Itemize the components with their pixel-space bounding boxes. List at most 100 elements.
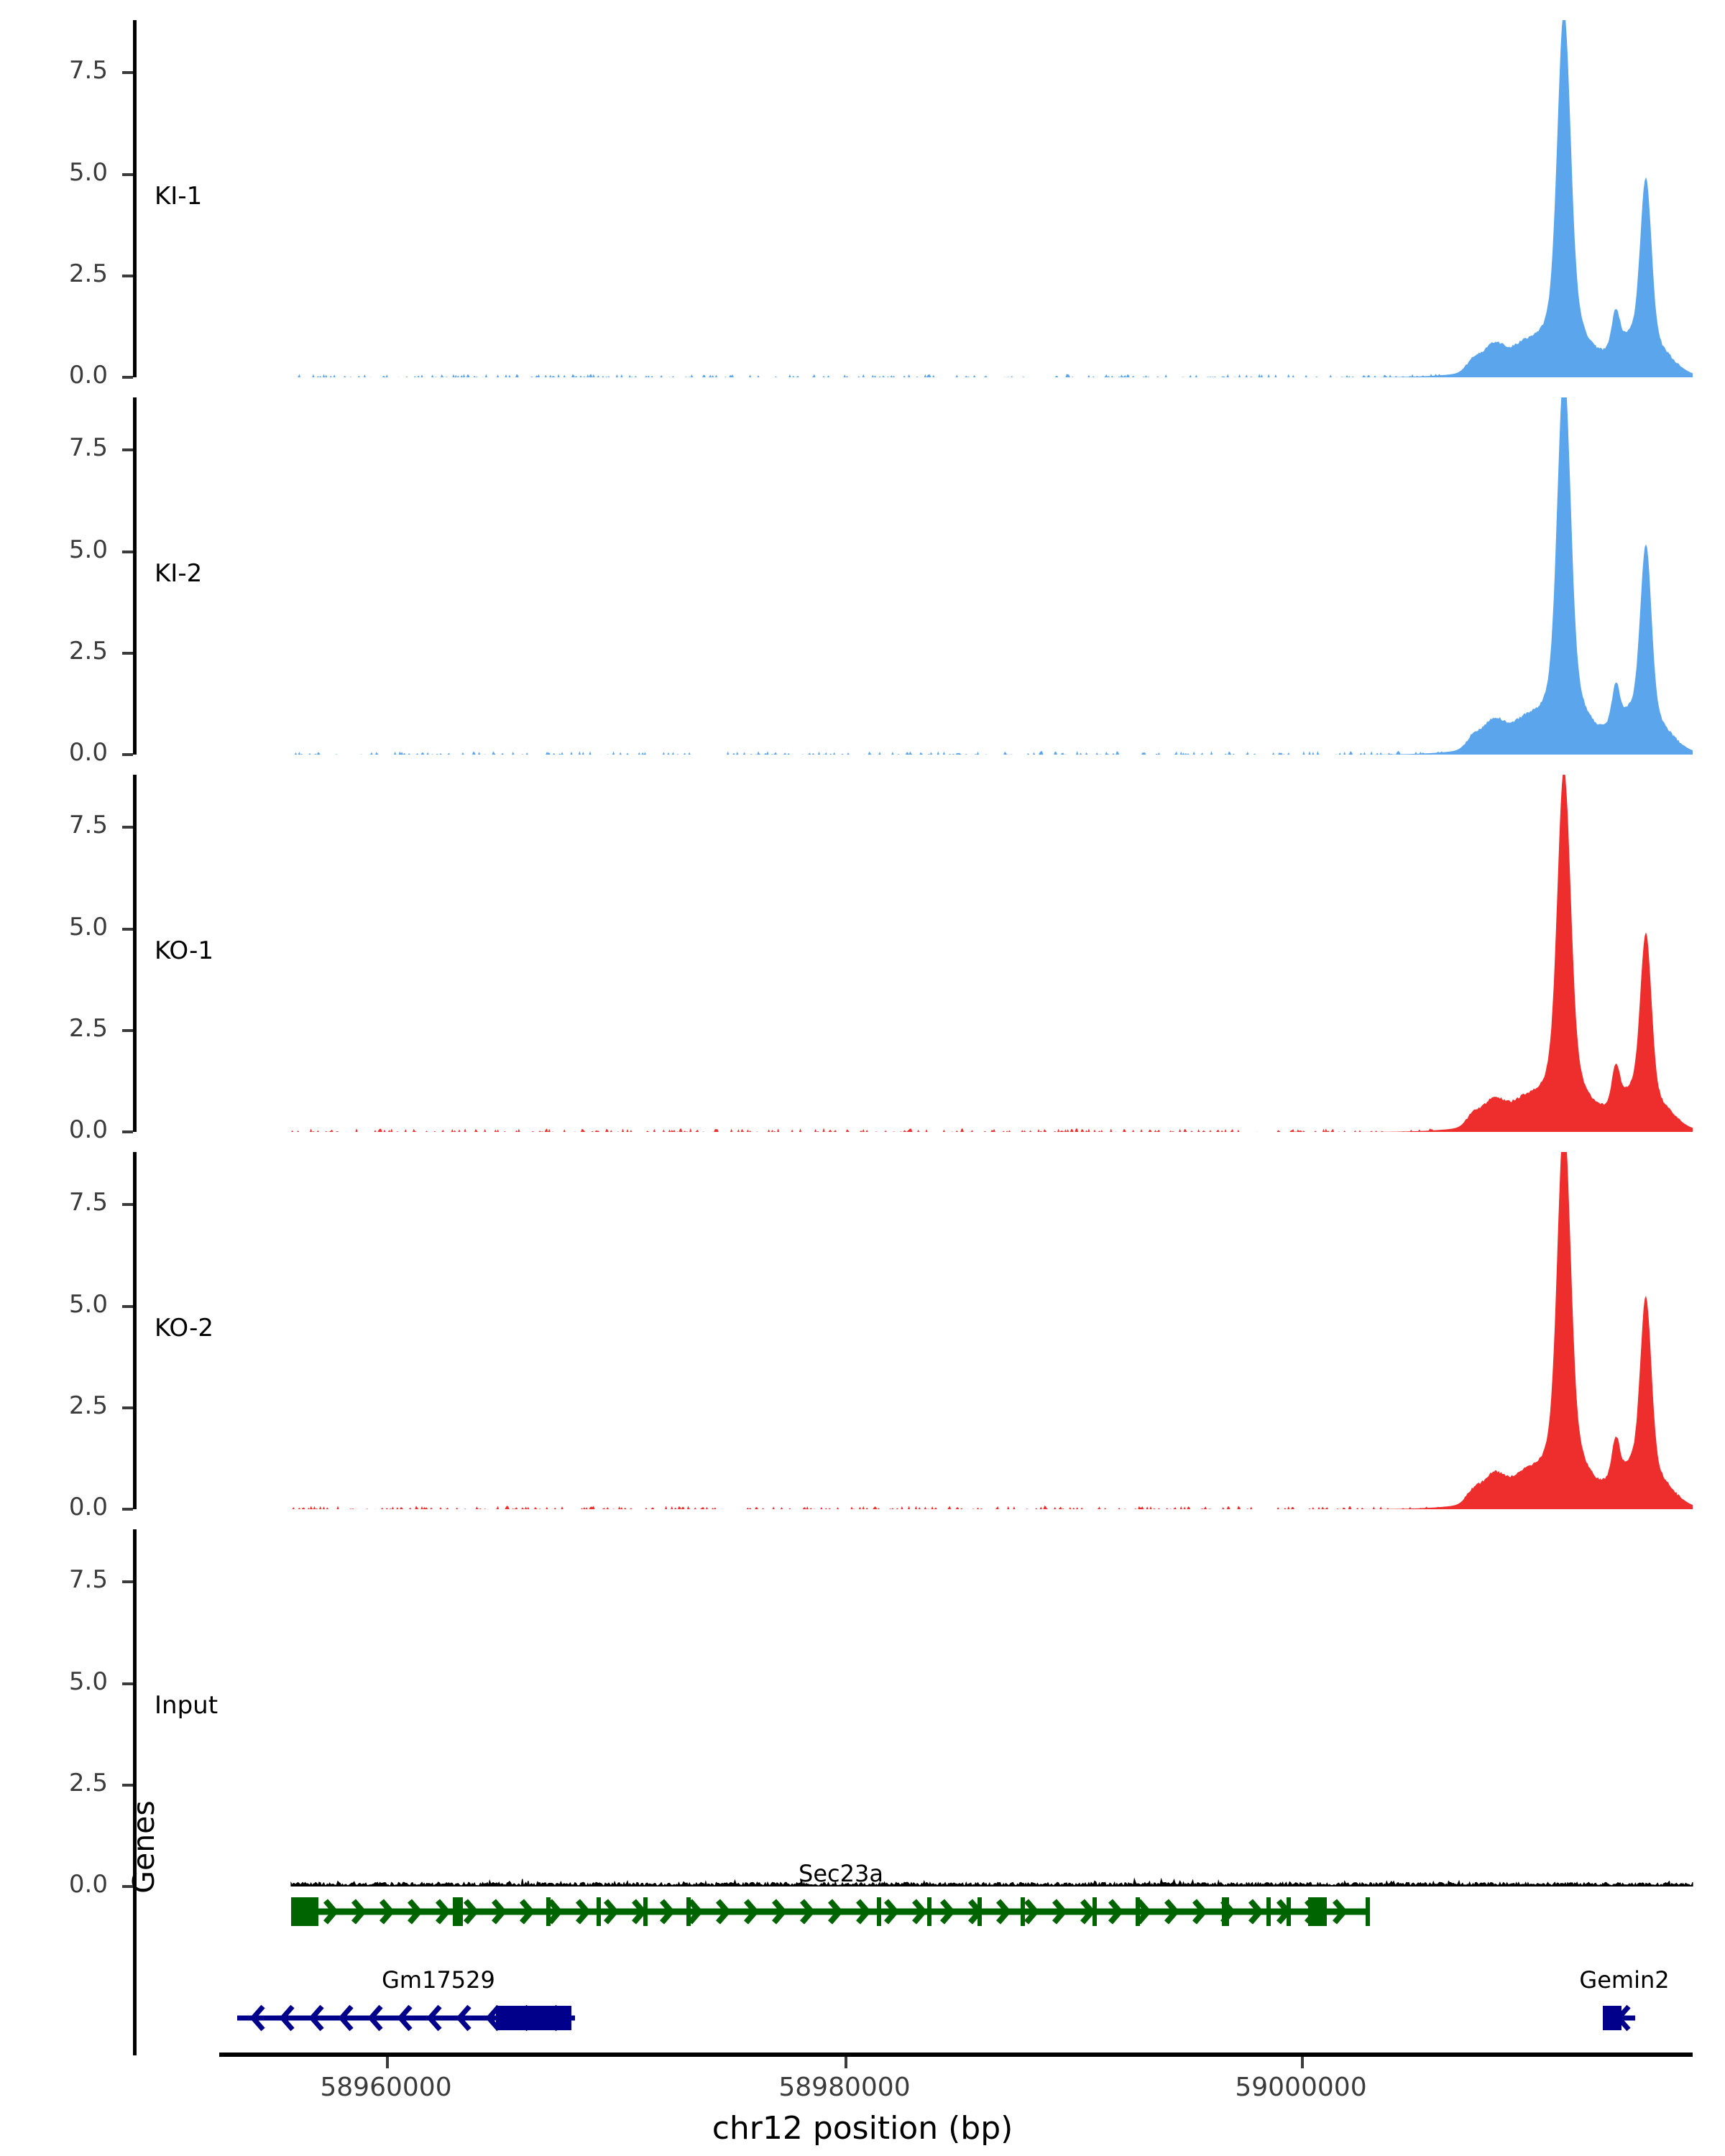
y-tick-label: 5.0 <box>68 157 108 187</box>
exon-block <box>1287 1897 1291 1926</box>
strand-arrow-icon <box>855 1899 872 1925</box>
y-tick <box>122 927 133 931</box>
exon-block <box>1021 1897 1025 1926</box>
y-tick-label: 0.0 <box>68 361 108 390</box>
gene-models-svg <box>237 1897 1635 2032</box>
strand-arrow-icon <box>338 2004 354 2032</box>
y-tick <box>122 1682 133 1685</box>
strand-arrow-icon <box>397 2004 413 2032</box>
y-tick-label: 0.0 <box>68 1870 108 1899</box>
strand-arrow-icon <box>1136 1899 1152 1925</box>
strand-arrow-icon <box>485 2004 501 2032</box>
y-tick <box>122 1130 133 1133</box>
strand-arrow-icon <box>1248 1899 1264 1925</box>
y-tick <box>122 71 133 75</box>
strand-arrow-icon <box>995 1899 1012 1925</box>
strand-arrow-icon <box>491 1899 507 1925</box>
gene-model-sec23a[interactable] <box>291 1897 1370 1926</box>
coverage-area <box>290 1877 1693 1886</box>
exon-block <box>1366 1897 1370 1926</box>
y-axis-spine <box>133 775 137 1132</box>
x-axis-title: chr12 position (bp) <box>712 2110 1013 2147</box>
y-tick-label: 2.5 <box>68 636 108 665</box>
strand-arrow-icon <box>351 1899 367 1925</box>
strand-arrow-icon <box>883 1899 900 1925</box>
coverage-area <box>291 397 1693 755</box>
coverage-area <box>291 20 1693 377</box>
y-tick <box>122 1885 133 1888</box>
y-tick <box>122 1028 133 1032</box>
signal-track-ko-1: 0.0 2.5 5.0 7.5 KO-1 <box>0 775 1725 1144</box>
y-tick <box>122 1203 133 1207</box>
strand-arrow-icon <box>1024 1899 1040 1925</box>
exon-block <box>291 1897 318 1926</box>
y-tick <box>122 274 133 277</box>
strand-arrow-icon <box>1052 1899 1068 1925</box>
y-tick <box>122 826 133 829</box>
strand-arrow-icon <box>603 1899 620 1925</box>
exon-block <box>877 1897 881 1926</box>
strand-arrow-icon <box>519 1899 535 1925</box>
exon-block <box>978 1897 982 1926</box>
y-tick-label: 0.0 <box>68 738 108 767</box>
gene-panel-spine <box>133 1840 137 2055</box>
gene-annotation-panel: Sec23a Gm17529 Gemin2 <box>0 1840 1725 2084</box>
y-tick-label: 0.0 <box>68 1115 108 1144</box>
y-tick-label: 7.5 <box>68 811 108 840</box>
strand-arrow-icon <box>799 1899 816 1925</box>
gene-model-gemin2[interactable] <box>1603 2004 1635 2032</box>
gene-model-gm17529[interactable] <box>237 2004 575 2032</box>
strand-arrow-icon <box>575 1899 592 1925</box>
y-tick <box>122 448 133 452</box>
signal-track-ki-2: 0.0 2.5 5.0 7.5 KI-2 <box>0 397 1725 767</box>
strand-arrow-icon <box>367 2004 383 2032</box>
strand-arrow-icon <box>323 1899 339 1925</box>
strand-arrow-icon <box>827 1899 844 1925</box>
gene-name-label: Gm17529 <box>382 1966 495 1994</box>
y-tick-label: 2.5 <box>68 259 108 288</box>
strand-arrow-icon <box>659 1899 676 1925</box>
strand-arrow-icon <box>1080 1899 1096 1925</box>
exon-block <box>1603 2006 1622 2030</box>
y-axis-spine <box>133 397 137 755</box>
x-tick <box>845 2057 847 2068</box>
y-tick <box>122 1508 133 1511</box>
y-tick <box>122 753 133 756</box>
y-tick <box>122 1406 133 1409</box>
x-tick-label: 59000000 <box>1235 2073 1367 2102</box>
y-axis-spine <box>133 20 137 377</box>
x-tick-label: 58980000 <box>778 2073 911 2102</box>
y-tick <box>122 172 133 176</box>
strand-arrow-icon <box>279 2004 295 2032</box>
gene-name-label: Gemin2 <box>1579 1966 1670 1994</box>
y-tick <box>122 651 133 655</box>
y-tick <box>122 376 133 379</box>
strand-arrow-icon <box>407 1899 423 1925</box>
strand-arrow-icon <box>911 1899 928 1925</box>
y-tick-label: 2.5 <box>68 1013 108 1043</box>
strand-arrow-icon <box>547 1899 564 1925</box>
strand-arrow-icon <box>463 1899 479 1925</box>
strand-arrow-icon <box>1108 1899 1124 1925</box>
track-name-label: Input <box>155 1690 218 1720</box>
y-tick-label: 0.0 <box>68 1493 108 1521</box>
exon-block <box>1136 1897 1140 1926</box>
x-tick <box>1301 2057 1304 2068</box>
y-tick-label: 2.5 <box>68 1768 108 1797</box>
strand-arrow-icon <box>939 1899 956 1925</box>
strand-arrow-icon <box>249 2004 265 2032</box>
exon-block <box>686 1897 691 1926</box>
y-tick <box>122 1580 133 1584</box>
exon-block <box>927 1897 932 1926</box>
y-tick-label: 7.5 <box>68 1565 108 1595</box>
signal-track-ko-2: 0.0 2.5 5.0 7.5 KO-2 <box>0 1152 1725 1521</box>
y-tick-label: 2.5 <box>68 1391 108 1420</box>
strand-arrow-icon <box>379 1899 395 1925</box>
coverage-svg <box>291 20 1693 377</box>
y-axis-spine <box>133 1152 137 1509</box>
coverage-svg <box>291 397 1693 755</box>
strand-arrow-icon <box>456 2004 472 2032</box>
exon-block <box>496 2006 571 2030</box>
y-tick-label: 7.5 <box>68 1188 108 1217</box>
